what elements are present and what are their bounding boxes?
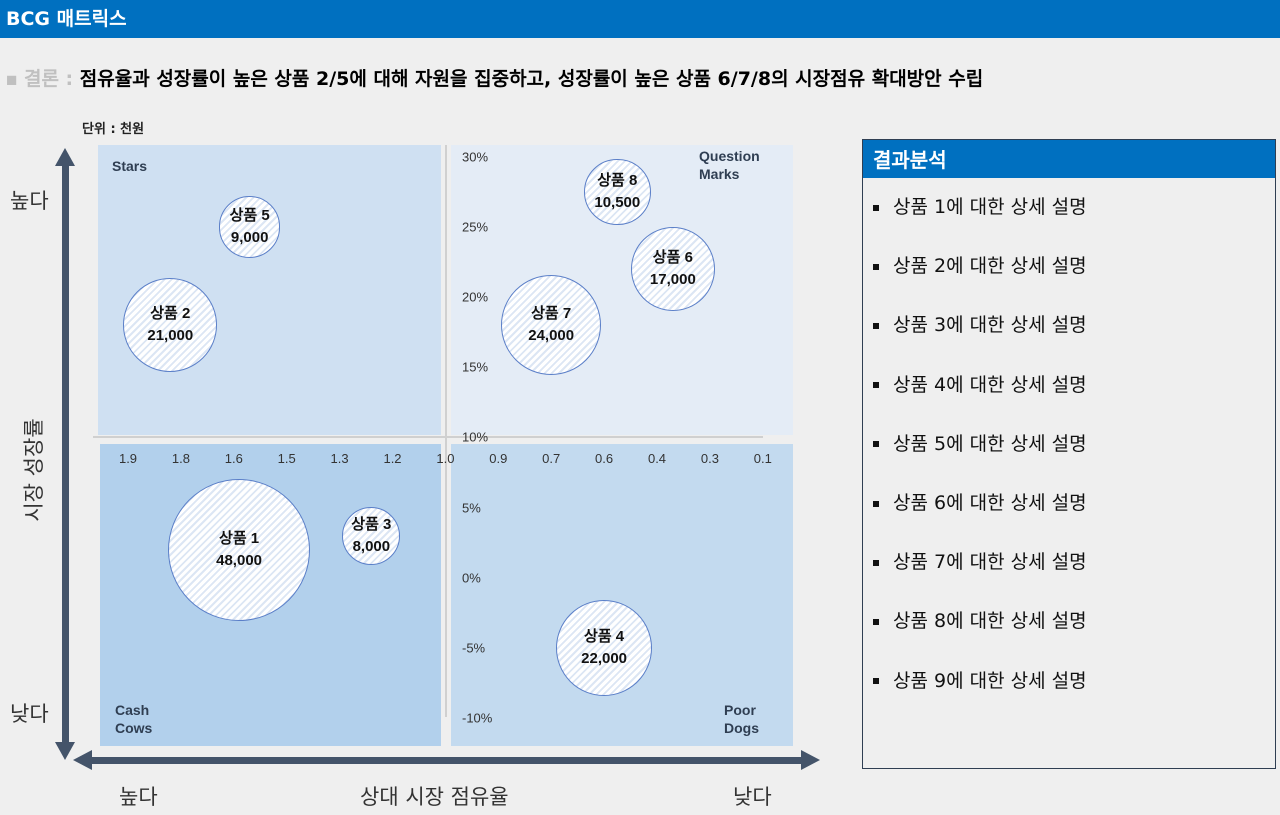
- bubble-point: 상품 7 24,000: [501, 274, 602, 376]
- bullet-icon: [873, 618, 879, 625]
- vertical-gridline: [445, 145, 447, 717]
- x-tick-label: 0.6: [595, 451, 614, 466]
- x-low-label: 낮다: [733, 785, 772, 809]
- y-tick-label: 10%: [462, 429, 489, 445]
- quadrant-label-dogs: Poor Dogs: [724, 702, 759, 736]
- bubble-value: 24,000: [528, 326, 575, 344]
- quadrant-dogs: [451, 444, 793, 746]
- panel-list-item: 상품 8에 대한 상세 설명: [873, 606, 1087, 633]
- bubble-value: 10,500: [594, 193, 641, 211]
- panel-title: 결과분석: [863, 140, 1275, 178]
- panel-list-item: 상품 3에 대한 상세 설명: [873, 310, 1087, 337]
- horizontal-gridline: [93, 436, 763, 438]
- bubble-label: 상품 6: [652, 248, 693, 266]
- bullet-icon: [873, 204, 879, 211]
- x-axis-label: 상대 시장 점유율: [360, 785, 509, 809]
- bullet-icon: [873, 382, 879, 389]
- x-tick-label: 1.6: [224, 451, 243, 466]
- y-low-label: 낮다: [10, 702, 49, 726]
- bullet-icon: [873, 500, 879, 507]
- bullet-icon: [873, 322, 879, 329]
- panel-list-item: 상품 5에 대한 상세 설명: [873, 429, 1087, 456]
- conclusion-text: 점유율과 성장률이 높은 상품 2/5에 대해 자원을 집중하고, 성장률이 높…: [79, 68, 984, 90]
- bubble-label: 상품 4: [584, 627, 625, 645]
- x-tick-label: 1.2: [383, 451, 402, 466]
- x-high-label: 높다: [119, 785, 158, 809]
- x-tick-label: 1.0: [436, 451, 455, 466]
- panel-item-text: 상품 7에 대한 상세 설명: [893, 551, 1087, 574]
- bubble-value: 9,000: [230, 228, 269, 246]
- bubble-value: 8,000: [352, 537, 391, 555]
- bubble-point: 상품 4 22,000: [556, 599, 653, 697]
- conclusion-label: 결론 :: [23, 68, 74, 90]
- x-tick-label: 0.7: [542, 451, 561, 466]
- panel-item-text: 상품 4에 대한 상세 설명: [893, 373, 1087, 396]
- panel-item-text: 상품 2에 대한 상세 설명: [893, 255, 1087, 278]
- bubble-point: 상품 8 10,500: [584, 158, 651, 226]
- panel-list-item: 상품 1에 대한 상세 설명: [873, 192, 1087, 219]
- bubble-point: 상품 1 48,000: [168, 479, 311, 621]
- y-tick-label: 25%: [462, 219, 489, 235]
- panel-item-text: 상품 3에 대한 상세 설명: [893, 314, 1087, 337]
- y-tick-label: 30%: [462, 149, 489, 165]
- y-high-label: 높다: [10, 189, 49, 213]
- bubble-point: 상품 3 8,000: [342, 507, 401, 565]
- x-tick-label: 1.3: [330, 451, 349, 466]
- bubble-label: 상품 8: [597, 171, 638, 189]
- y-tick-label: -10%: [462, 710, 493, 726]
- y-tick-label: 20%: [462, 289, 489, 305]
- x-tick-label: 0.4: [647, 451, 667, 466]
- bubble-point: 상품 6 17,000: [630, 226, 716, 312]
- panel-item-text: 상품 6에 대한 상세 설명: [893, 492, 1087, 514]
- panel-list-item: 상품 9에 대한 상세 설명: [873, 666, 1087, 693]
- bubble-value: 21,000: [147, 326, 194, 344]
- quadrant-label-cash-cows: Cash Cows: [115, 702, 153, 736]
- y-tick-label: 0%: [462, 570, 481, 586]
- axes-arrows: [55, 148, 820, 770]
- bubble-value: 48,000: [216, 551, 263, 569]
- conclusion: ■ 결론 : 점유율과 성장률이 높은 상품 2/5에 대해 자원을 집중하고,…: [6, 64, 983, 91]
- x-axis-arrow: [73, 750, 820, 770]
- bubble-label: 상품 2: [150, 304, 191, 322]
- y-tick-label: -5%: [462, 640, 486, 656]
- bullet-icon: [873, 678, 879, 685]
- title-bar: BCG 매트릭스: [0, 0, 1280, 38]
- bubble-point: 상품 5 9,000: [218, 196, 281, 258]
- panel-item-text: 상품 8에 대한 상세 설명: [893, 610, 1087, 633]
- bullet-icon: [873, 559, 879, 566]
- x-tick-label: 0.3: [700, 451, 719, 466]
- panel-item-text: 상품 5에 대한 상세 설명: [893, 432, 1087, 455]
- bubble-value: 22,000: [581, 649, 628, 667]
- bubble-label: 상품 3: [351, 515, 392, 533]
- panel-list-item: 상품 7에 대한 상세 설명: [873, 547, 1087, 574]
- panel-list-item: 상품 6에 대한 상세 설명: [873, 488, 1087, 515]
- bubble-value: 17,000: [649, 270, 696, 288]
- y-tick-label: 5%: [462, 500, 481, 516]
- bullet-icon: [873, 441, 879, 448]
- y-axis-label: 시장 성장률: [22, 418, 46, 522]
- x-tick-label: 1.8: [171, 451, 190, 466]
- bubble-label: 상품 7: [531, 304, 572, 322]
- bullet-icon: ■: [6, 72, 18, 87]
- bubble-point: 상품 2 21,000: [123, 278, 218, 372]
- x-tick-label: 0.9: [489, 451, 508, 466]
- x-tick-label: 1.5: [277, 451, 296, 466]
- x-tick-label: 0.1: [753, 451, 772, 466]
- x-tick-label: 1.9: [118, 451, 138, 466]
- bullet-icon: [873, 263, 879, 270]
- y-tick-label: 15%: [462, 359, 489, 375]
- quadrant-label-stars: Stars: [112, 158, 148, 174]
- panel-item-text: 상품 9에 대한 상세 설명: [893, 669, 1087, 692]
- panel-item-text: 상품 1에 대한 상세 설명: [893, 196, 1087, 218]
- unit-label: 단위 : 천원: [82, 122, 145, 137]
- panel-list-item: 상품 4에 대한 상세 설명: [873, 370, 1087, 397]
- bubble-label: 상품 5: [229, 206, 270, 224]
- quadrant-label-question-marks: Question Marks: [699, 148, 760, 182]
- bubble-label: 상품 1: [219, 529, 260, 547]
- y-axis-arrow: [55, 148, 75, 760]
- panel-list-item: 상품 2에 대한 상세 설명: [873, 251, 1087, 278]
